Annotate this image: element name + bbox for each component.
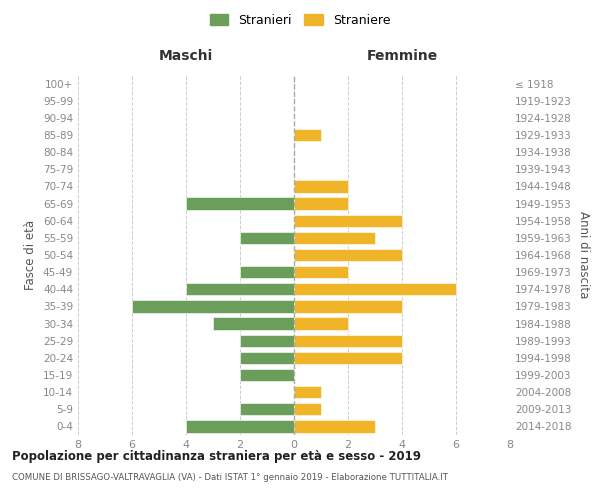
Bar bbox=[213, 318, 294, 330]
Bar bbox=[294, 283, 456, 296]
Bar bbox=[294, 232, 375, 244]
Bar bbox=[240, 334, 294, 347]
Bar bbox=[294, 318, 348, 330]
Bar bbox=[240, 403, 294, 415]
Bar bbox=[186, 198, 294, 209]
Text: Maschi: Maschi bbox=[159, 49, 213, 63]
Text: Popolazione per cittadinanza straniera per età e sesso - 2019: Popolazione per cittadinanza straniera p… bbox=[12, 450, 421, 463]
Bar bbox=[294, 386, 321, 398]
Bar bbox=[294, 420, 375, 432]
Bar bbox=[240, 369, 294, 381]
Bar bbox=[186, 283, 294, 296]
Text: COMUNE DI BRISSAGO-VALTRAVAGLIA (VA) - Dati ISTAT 1° gennaio 2019 - Elaborazione: COMUNE DI BRISSAGO-VALTRAVAGLIA (VA) - D… bbox=[12, 472, 448, 482]
Bar bbox=[294, 352, 402, 364]
Bar bbox=[294, 198, 348, 209]
Bar bbox=[294, 403, 321, 415]
Bar bbox=[294, 180, 348, 192]
Bar bbox=[186, 420, 294, 432]
Bar bbox=[294, 129, 321, 141]
Bar bbox=[240, 266, 294, 278]
Y-axis label: Fasce di età: Fasce di età bbox=[25, 220, 37, 290]
Bar bbox=[294, 266, 348, 278]
Y-axis label: Anni di nascita: Anni di nascita bbox=[577, 212, 590, 298]
Bar bbox=[132, 300, 294, 312]
Bar bbox=[294, 300, 402, 312]
Bar bbox=[294, 249, 402, 261]
Bar bbox=[240, 352, 294, 364]
Legend: Stranieri, Straniere: Stranieri, Straniere bbox=[205, 8, 395, 32]
Bar bbox=[240, 232, 294, 244]
Bar bbox=[294, 334, 402, 347]
Text: Femmine: Femmine bbox=[367, 49, 437, 63]
Bar bbox=[294, 214, 402, 227]
